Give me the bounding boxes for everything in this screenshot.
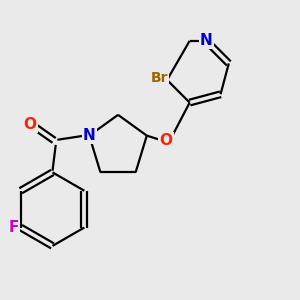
Text: F: F xyxy=(8,220,19,235)
Text: Br: Br xyxy=(150,71,168,85)
Text: O: O xyxy=(160,133,172,148)
Text: N: N xyxy=(83,128,96,143)
Text: N: N xyxy=(200,33,213,48)
Text: O: O xyxy=(24,117,37,132)
